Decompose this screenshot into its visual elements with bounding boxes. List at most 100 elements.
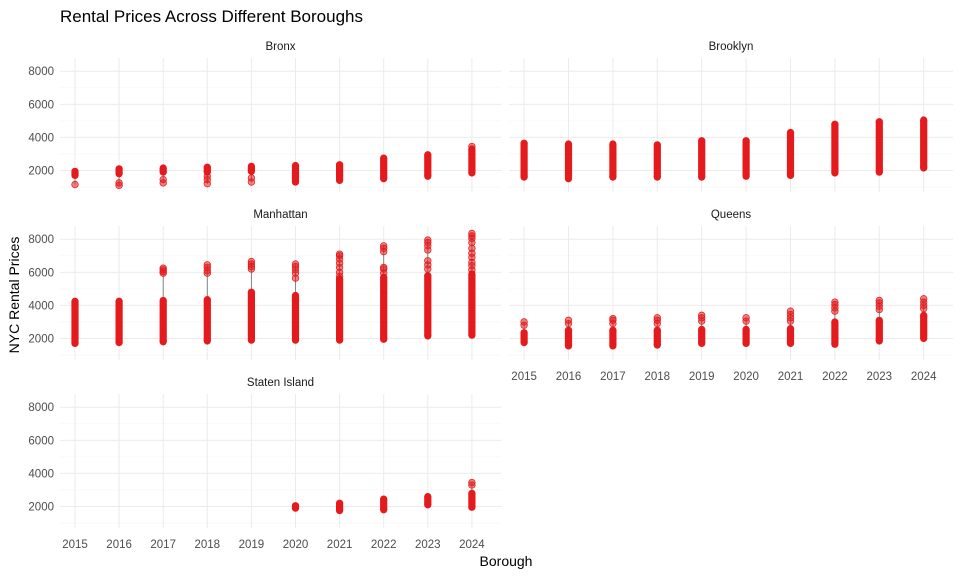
data-point: [424, 492, 432, 501]
data-point: [698, 339, 706, 348]
data-point-cluster: [564, 144, 573, 179]
y-tick-label: 8000: [28, 66, 54, 78]
data-point: [380, 335, 388, 343]
data-point-cluster: [291, 165, 300, 183]
x-axis-title: Borough: [480, 553, 533, 569]
data-point: [875, 296, 883, 305]
data-point: [564, 140, 573, 148]
x-tick-label: 2024: [911, 371, 937, 383]
x-tick-label: 2020: [733, 371, 759, 383]
facet-panel: Bronx 2000 4000 6000 8000: [28, 41, 501, 192]
data-point-cluster: [653, 144, 661, 178]
data-point: [742, 172, 750, 180]
x-tick-label: 2017: [600, 371, 626, 383]
facet-panel: Brooklyn: [509, 41, 953, 192]
y-tick-label: 8000: [28, 234, 54, 246]
data-point: [71, 171, 79, 180]
data-point-cluster: [920, 120, 928, 169]
data-point: [609, 314, 617, 323]
x-tick-label: 2016: [106, 539, 132, 551]
data-point: [115, 297, 123, 305]
data-point: [564, 326, 573, 334]
data-point: [609, 326, 617, 334]
data-point: [291, 504, 300, 512]
y-tick-label: 4000: [28, 468, 54, 480]
x-tick-label: 2015: [511, 371, 537, 383]
data-point: [653, 173, 661, 181]
y-tick-label: 6000: [28, 99, 54, 111]
chart-title: Rental Prices Across Different Boroughs: [60, 7, 363, 26]
data-point: [380, 263, 388, 272]
data-point-cluster: [742, 140, 750, 177]
data-point: [335, 499, 344, 507]
data-point: [520, 173, 528, 181]
x-tick-label: 2019: [239, 539, 265, 551]
data-point: [786, 339, 795, 348]
facet-strip-label: Bronx: [265, 41, 295, 53]
y-tick-label: 4000: [28, 132, 54, 144]
data-point-cluster: [424, 154, 432, 177]
y-tick-label: 2000: [28, 333, 54, 345]
data-point: [698, 311, 706, 319]
data-point-cluster: [831, 124, 839, 173]
data-point: [159, 175, 167, 184]
data-point: [742, 339, 750, 348]
data-point: [920, 311, 928, 319]
data-point-cluster: [786, 328, 795, 344]
data-point: [203, 337, 211, 345]
data-point: [159, 338, 167, 346]
data-point: [653, 314, 661, 322]
x-tick-label: 2022: [822, 371, 848, 383]
data-point: [520, 318, 528, 326]
data-point-cluster: [159, 300, 167, 342]
data-point-cluster: [335, 503, 344, 511]
data-point-cluster: [609, 144, 617, 178]
data-point-cluster: [742, 329, 750, 344]
data-point: [698, 173, 706, 181]
facet-panel: Queens 2015 2016 2017 2018 2019 2020 2021 2022 20…: [509, 209, 953, 383]
data-point: [380, 242, 388, 250]
data-point: [335, 176, 344, 185]
data-point: [159, 264, 167, 272]
data-point: [468, 169, 476, 177]
data-point: [203, 261, 211, 269]
data-point: [564, 175, 573, 183]
data-point: [380, 495, 388, 503]
data-point: [159, 296, 167, 305]
x-tick-label: 2023: [866, 371, 892, 383]
data-point: [424, 172, 432, 180]
data-point: [71, 339, 79, 348]
data-point: [564, 342, 573, 350]
chart-panels: Bronx 2000 4000 6000 8000 Brooklyn Manhattan 20…: [28, 41, 953, 551]
data-point: [653, 341, 661, 349]
data-point: [424, 272, 432, 280]
data-point: [203, 172, 211, 180]
data-point: [742, 325, 750, 333]
data-point: [291, 336, 300, 344]
x-tick-label: 2024: [459, 539, 485, 551]
data-point-cluster: [520, 332, 528, 343]
data-point: [742, 137, 750, 145]
data-point: [831, 169, 839, 177]
data-point: [786, 128, 795, 137]
data-point: [247, 336, 255, 344]
data-point: [609, 342, 617, 350]
data-point-cluster: [698, 329, 706, 344]
data-point: [115, 170, 123, 178]
data-point: [875, 316, 883, 324]
data-point: [609, 140, 617, 148]
data-point-cluster: [520, 143, 528, 178]
data-point: [115, 179, 123, 187]
data-point: [291, 161, 300, 170]
data-point: [424, 151, 432, 159]
data-point: [653, 326, 661, 334]
facet-panel: Manhattan 2000 4000 6000 8000: [28, 209, 501, 360]
data-point: [831, 318, 839, 326]
y-tick-label: 4000: [28, 300, 54, 312]
y-tick-label: 2000: [28, 501, 54, 513]
data-point-cluster: [653, 330, 661, 346]
x-tick-label: 2018: [644, 371, 670, 383]
data-point: [653, 141, 661, 149]
data-point: [380, 506, 388, 514]
data-point: [875, 337, 883, 345]
